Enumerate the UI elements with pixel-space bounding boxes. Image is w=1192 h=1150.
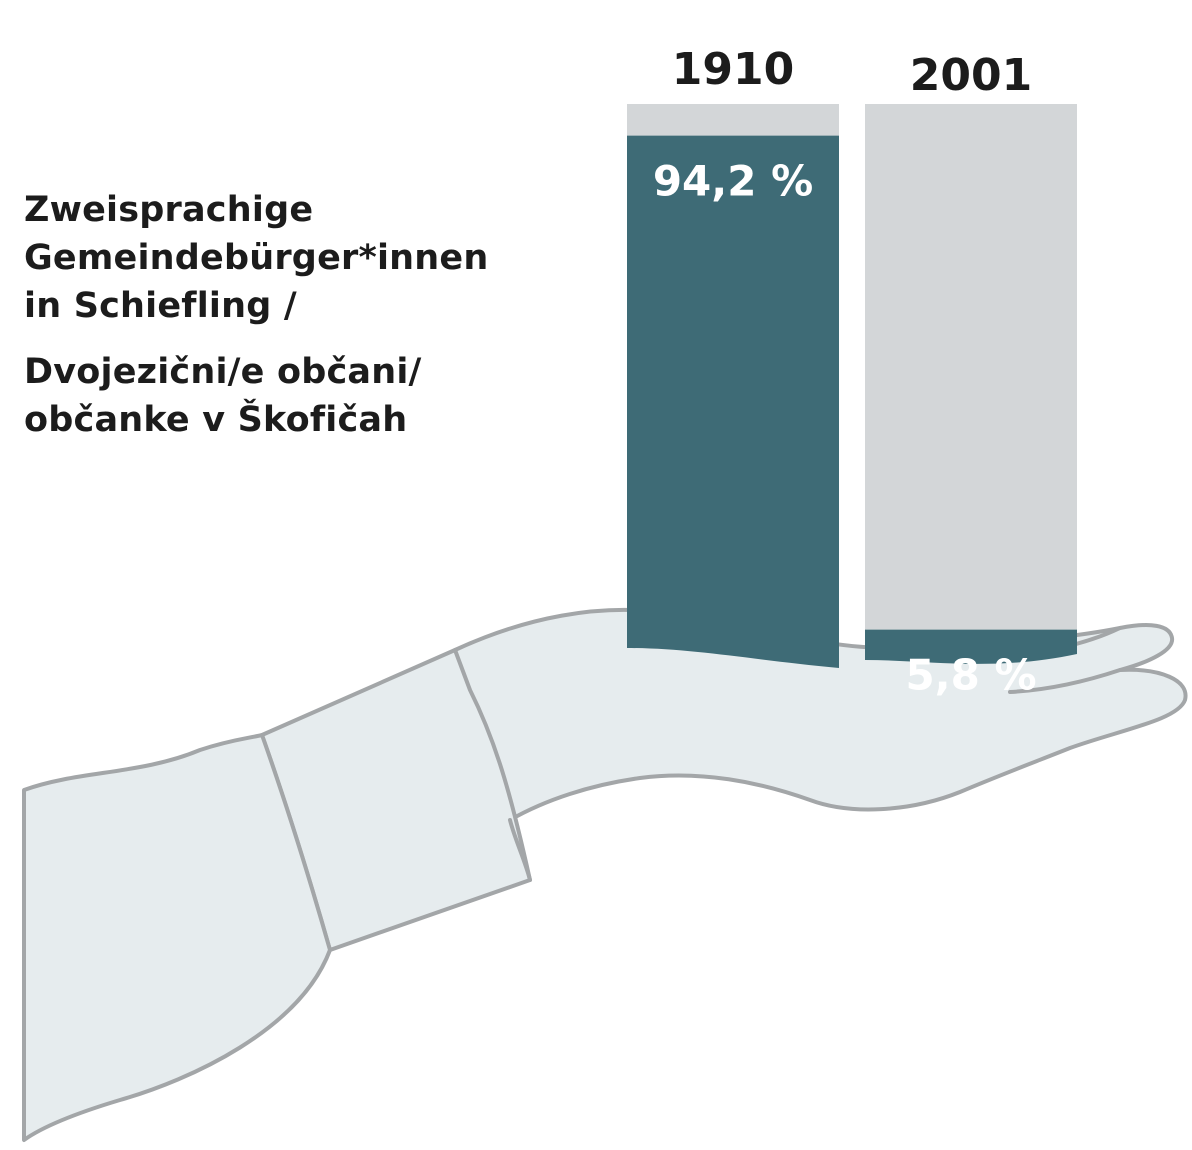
bar-remainder-2001	[865, 104, 1077, 630]
title-line: Gemeindebürger*innen	[24, 238, 489, 278]
bar-remainder-1910	[627, 104, 839, 136]
title-line: občanke v Škofičah	[24, 400, 408, 440]
bar-share-1910	[627, 135, 839, 669]
hand-cuff-inner	[508, 818, 532, 882]
chart-title: Zweisprachige Gemeindebürger*innen in Sc…	[24, 186, 584, 444]
title-line: in Schiefling /	[24, 286, 297, 326]
bars-group: 1910 94,2 % 2001 5,8 %	[627, 44, 1077, 700]
title-line: Zweisprachige	[24, 190, 314, 230]
data-label: 5,8 %	[905, 651, 1036, 700]
x-tick-label: 1910	[672, 44, 794, 95]
title-gap	[24, 330, 584, 348]
bar-share-2001	[865, 629, 1077, 664]
x-tick-label: 2001	[910, 50, 1032, 101]
title-line: Dvojezični/e občani/	[24, 352, 422, 392]
data-label: 94,2 %	[653, 157, 813, 206]
hand-finger-line	[1008, 668, 1122, 694]
hand-sleeve	[22, 733, 332, 1142]
